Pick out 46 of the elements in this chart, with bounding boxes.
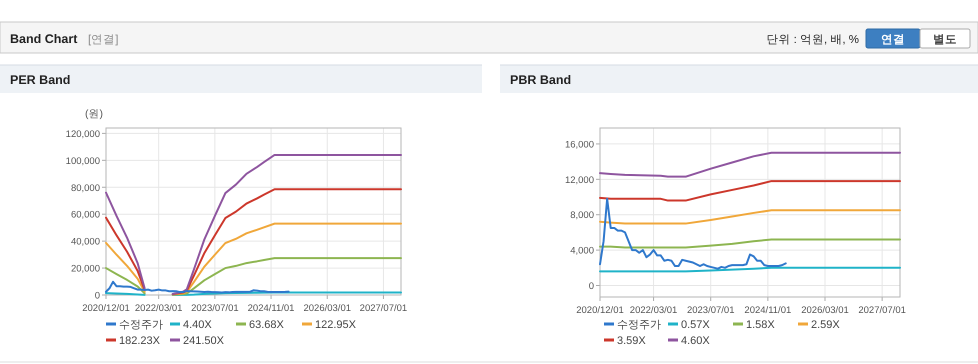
y-tick-label: 0 [588, 280, 594, 292]
x-tick-label: 2026/03/01 [303, 303, 352, 314]
y-tick-label: 0 [94, 290, 100, 302]
x-tick-label: 2024/11/01 [744, 305, 792, 316]
legend-label: 63.68X [249, 319, 285, 331]
legend-label: 수정주가 [119, 319, 163, 331]
chart-title: PBR Band [510, 73, 572, 87]
line-series [105, 280, 290, 294]
legend-label: 182.23X [119, 335, 161, 347]
x-tick-label: 2026/03/01 [801, 305, 849, 316]
x-tick-label: 2027/07/01 [858, 305, 906, 316]
legend-label: 122.95X [315, 319, 357, 331]
y-tick-label: 4,000 [570, 246, 594, 257]
x-tick-label: 2020/12/01 [82, 303, 130, 314]
y-tick-label: 120,000 [66, 128, 100, 140]
y-tick-label: 12,000 [564, 174, 594, 186]
legend-label: 2.59X [811, 319, 840, 331]
legend-label: 4.40X [183, 319, 212, 331]
legend-label: 3.59X [617, 335, 646, 347]
line-series [599, 152, 901, 178]
y-tick-label: 60,000 [70, 210, 100, 221]
legend-label: 수정주가 [617, 319, 661, 331]
x-tick-label: 2024/11/01 [248, 303, 294, 314]
y-tick-label: 16,000 [564, 139, 594, 150]
y-tick-label: 100,000 [66, 156, 100, 167]
y-axis-title: (원) [85, 108, 103, 120]
y-tick-label: 80,000 [70, 182, 100, 194]
x-tick-label: 2027/07/01 [360, 303, 408, 314]
line-series [599, 209, 901, 225]
legend-label: 241.50X [183, 335, 225, 347]
line-series [599, 180, 901, 202]
x-tick-label: 2023/07/01 [191, 303, 239, 314]
header: Band Chart [연결] 단위 : 억원, 배, % 연결 별도 [0, 22, 978, 54]
line-series [599, 238, 901, 248]
y-tick-label: 8,000 [570, 210, 594, 222]
y-tick-label: 40,000 [70, 236, 100, 248]
x-tick-label: 2022/03/01 [134, 303, 182, 314]
x-tick-label: 2022/03/01 [630, 305, 678, 316]
x-tick-label: 2020/12/01 [576, 305, 624, 316]
x-tick-label: 2023/07/01 [686, 305, 734, 316]
legend-label: 4.60X [681, 335, 710, 347]
chart-title: PER Band [10, 73, 70, 87]
legend-label: 0.57X [681, 319, 710, 331]
line-series [599, 198, 787, 270]
y-tick-label: 20,000 [70, 264, 100, 275]
legend-label: 1.58X [746, 319, 776, 331]
